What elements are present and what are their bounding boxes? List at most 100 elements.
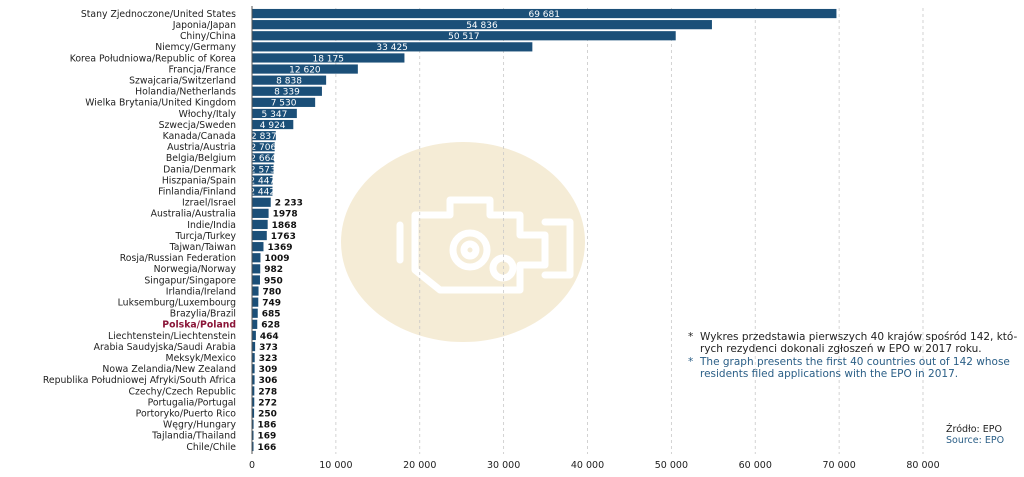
bar — [252, 142, 275, 152]
bar — [252, 286, 259, 296]
category-label: Francja/France — [168, 64, 236, 75]
value-label: 373 — [259, 343, 278, 353]
category-label: Arabia Saudyjska/Saudi Arabia — [94, 342, 236, 353]
bar — [252, 186, 273, 196]
value-label: 1009 — [264, 254, 289, 264]
category-label: Brazylia/Brazil — [170, 309, 236, 320]
category-label: Portoryko/Puerto Rico — [136, 408, 237, 419]
value-label: 272 — [258, 398, 277, 408]
category-label: Indie/India — [187, 220, 236, 231]
bar — [252, 275, 260, 285]
x-tick-label: 60 000 — [739, 460, 772, 471]
bar — [252, 353, 255, 363]
value-label: 685 — [262, 310, 281, 320]
value-label: 7 530 — [271, 99, 297, 109]
value-label: 2 664 — [250, 154, 276, 164]
bar — [252, 131, 276, 141]
value-label: 323 — [259, 354, 278, 364]
bar — [252, 8, 837, 19]
bar — [252, 42, 533, 52]
category-label: Szwajcaria/Switzerland — [129, 75, 236, 86]
category-label: Belgia/Belgium — [166, 153, 236, 164]
bar — [252, 375, 255, 385]
category-label: Tajwan/Taiwan — [169, 242, 236, 253]
category-label: Luksemburg/Luxembourg — [118, 297, 236, 308]
category-label: Holandia/Netherlands — [135, 87, 236, 98]
category-label: Tajlandia/Thailand — [151, 431, 236, 442]
value-label: 50 517 — [448, 32, 480, 42]
value-label: 8 838 — [276, 76, 302, 86]
category-label: Dania/Denmark — [163, 164, 237, 175]
bar — [252, 441, 254, 452]
category-label: Australia/Australia — [151, 209, 236, 220]
category-label: Liechtenstein/Liechtenstein — [108, 331, 236, 342]
bar — [252, 86, 322, 96]
bar — [252, 31, 676, 41]
bar — [252, 297, 259, 307]
category-label: Portugalia/Portugal — [148, 397, 236, 408]
x-axis: 0 10 000 20 000 30 000 40 000 50 000 60 000 70 … — [249, 6, 940, 471]
value-label: 1868 — [272, 221, 297, 231]
bar — [252, 319, 258, 329]
category-label: Austria/Austria — [167, 142, 236, 153]
category-label: Irlandia/Ireland — [166, 286, 236, 297]
category-label: Wielka Brytania/United Kingdom — [85, 98, 236, 109]
watermark — [341, 142, 585, 342]
category-label: Singapur/Singapore — [144, 275, 236, 286]
category-label: Niemcy/Germany — [155, 42, 236, 53]
bar — [252, 408, 255, 418]
bar — [252, 242, 264, 252]
value-label: 4 924 — [260, 121, 286, 131]
category-label: Rosja/Russian Federation — [120, 253, 236, 264]
value-label: 2 837 — [251, 132, 277, 142]
x-tick-label: 40 000 — [571, 460, 604, 471]
bar — [252, 219, 268, 230]
category-label: Chiny/China — [180, 31, 236, 42]
footnote-star: * — [688, 331, 694, 343]
gridlines — [335, 8, 924, 454]
value-label: 54 836 — [466, 21, 498, 31]
bars — [252, 8, 837, 452]
category-label: Korea Południowa/Republic of Korea — [70, 53, 236, 64]
category-label: Czechy/Czech Republic — [128, 386, 236, 397]
bar — [252, 197, 271, 207]
value-label: 2 573 — [250, 165, 276, 175]
x-tick-label: 70 000 — [823, 460, 856, 471]
value-label: 780 — [263, 287, 282, 297]
value-label: 2 233 — [275, 199, 303, 209]
value-label: 169 — [258, 432, 277, 442]
category-label: Republika Południowej Afryki/South Afric… — [43, 375, 236, 386]
value-label: 186 — [258, 421, 277, 431]
footnote-pl-text: Wykres przedstawia pierwszych 40 krajów … — [700, 331, 1018, 355]
category-label: Węgry/Hungary — [163, 420, 236, 431]
x-tick-label: 80 000 — [906, 460, 939, 471]
bar — [252, 386, 255, 396]
bar — [252, 108, 297, 119]
value-label: 306 — [259, 376, 278, 386]
value-label: 2 442 — [249, 187, 275, 197]
x-tick-label: 50 000 — [655, 460, 688, 471]
value-label: 166 — [258, 443, 277, 453]
bar — [252, 397, 255, 407]
bar — [252, 20, 712, 30]
x-tick-label: 30 000 — [487, 460, 520, 471]
bar — [252, 341, 256, 352]
value-label: 1369 — [267, 243, 292, 253]
value-label: 1763 — [271, 232, 296, 242]
bar — [252, 164, 274, 174]
category-label: Włochy/Italy — [179, 109, 237, 120]
category-label: Polska/Poland — [162, 320, 236, 331]
value-label: 8 339 — [274, 88, 300, 98]
category-label: Chile/Chile — [186, 442, 236, 453]
bar — [252, 230, 267, 241]
category-label: Turcja/Turkey — [174, 231, 236, 242]
value-label: 982 — [264, 265, 283, 275]
value-label: 33 425 — [376, 43, 408, 53]
value-label: 278 — [258, 387, 277, 397]
value-label: 250 — [258, 409, 277, 419]
bar — [252, 153, 275, 163]
category-label: Hiszpania/Spain — [162, 175, 236, 186]
bar — [252, 119, 294, 130]
